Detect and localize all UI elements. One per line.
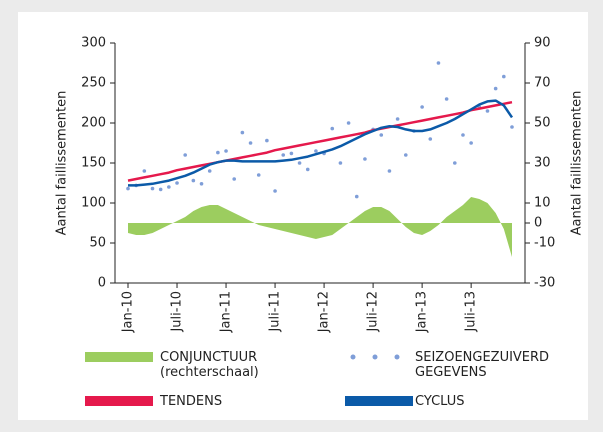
legend-swatch <box>394 354 400 360</box>
dot <box>265 138 269 143</box>
dot <box>281 153 286 157</box>
dot <box>207 169 212 173</box>
dot <box>142 169 147 173</box>
dot <box>175 181 179 185</box>
dot <box>387 169 392 173</box>
dot <box>379 133 384 137</box>
y2-tick-label: -10 <box>534 236 555 251</box>
dot <box>297 161 302 165</box>
y2-tick-label: 90 <box>534 36 551 51</box>
y-tick-label: 250 <box>81 76 106 91</box>
y2-tick-label: 10 <box>534 196 551 211</box>
legend-item: SEIZOENGEZUIVERD GEGEVENS <box>415 350 550 380</box>
dot <box>248 141 253 145</box>
dot <box>444 97 449 101</box>
x-tick-label: Jan-10 <box>121 291 136 333</box>
legend-item: CYCLUS <box>415 394 465 409</box>
x-tick-label: Jan-11 <box>219 291 234 333</box>
dot <box>346 121 351 125</box>
legend-swatch <box>345 396 413 406</box>
legend-swatch <box>85 352 153 362</box>
dot <box>158 187 163 192</box>
dot <box>183 153 187 157</box>
dot <box>469 141 473 145</box>
x-tick-label: Jan-13 <box>415 291 430 333</box>
legend-swatch <box>85 396 153 406</box>
line <box>127 100 513 182</box>
dot <box>493 86 498 91</box>
dot <box>436 61 441 65</box>
y2-tick-label: 70 <box>534 76 551 91</box>
y-tick-label: 0 <box>98 276 106 291</box>
dot <box>510 125 514 129</box>
dot <box>273 189 277 193</box>
dot <box>363 157 367 161</box>
y-tick-label: 100 <box>81 196 106 211</box>
x-tick-label: Juli-13 <box>464 291 479 333</box>
y-tick-label: 150 <box>81 156 106 171</box>
area <box>128 197 512 257</box>
legend-item: TENDENS <box>160 394 223 409</box>
y2-tick-label: 0 <box>534 216 542 231</box>
y-axis-title: Aantal faillissementen <box>55 91 70 236</box>
dot <box>338 161 343 165</box>
dot <box>199 182 204 186</box>
dot <box>403 153 408 157</box>
dot <box>395 117 400 121</box>
dot <box>305 167 310 172</box>
dot <box>150 186 155 191</box>
dot <box>485 109 490 113</box>
dot <box>167 185 171 189</box>
dot <box>256 173 261 177</box>
x-tick-label: Jan-12 <box>317 291 332 333</box>
y-tick-label: 300 <box>81 36 106 51</box>
legend-swatch <box>350 354 356 360</box>
dot <box>314 149 318 153</box>
dot <box>216 150 220 155</box>
dot <box>240 130 245 135</box>
dot <box>289 151 294 156</box>
legend-swatch <box>372 354 378 360</box>
dot <box>354 194 359 199</box>
dot <box>191 178 196 183</box>
dot <box>420 105 424 109</box>
legend-item: CONJUNCTUUR (rechterschaal) <box>160 350 259 380</box>
y-tick-label: 50 <box>89 236 106 251</box>
x-tick-label: Juli-12 <box>366 291 381 333</box>
x-tick-label: Juli-10 <box>170 291 185 333</box>
y-tick-label: 200 <box>81 116 106 131</box>
dot <box>461 133 465 137</box>
dot <box>502 74 506 79</box>
y2-tick-label: 50 <box>534 116 551 131</box>
y2-axis-title: Aantal faillissementen <box>570 91 585 236</box>
dot <box>330 126 335 131</box>
y2-tick-label: -30 <box>534 276 555 291</box>
dot <box>126 186 130 191</box>
dot <box>453 161 457 165</box>
dot <box>224 149 228 153</box>
y2-tick-label: 30 <box>534 156 551 171</box>
x-tick-label: Juli-11 <box>268 291 283 333</box>
line <box>128 99 514 187</box>
dot <box>428 137 433 141</box>
dot <box>232 177 237 181</box>
